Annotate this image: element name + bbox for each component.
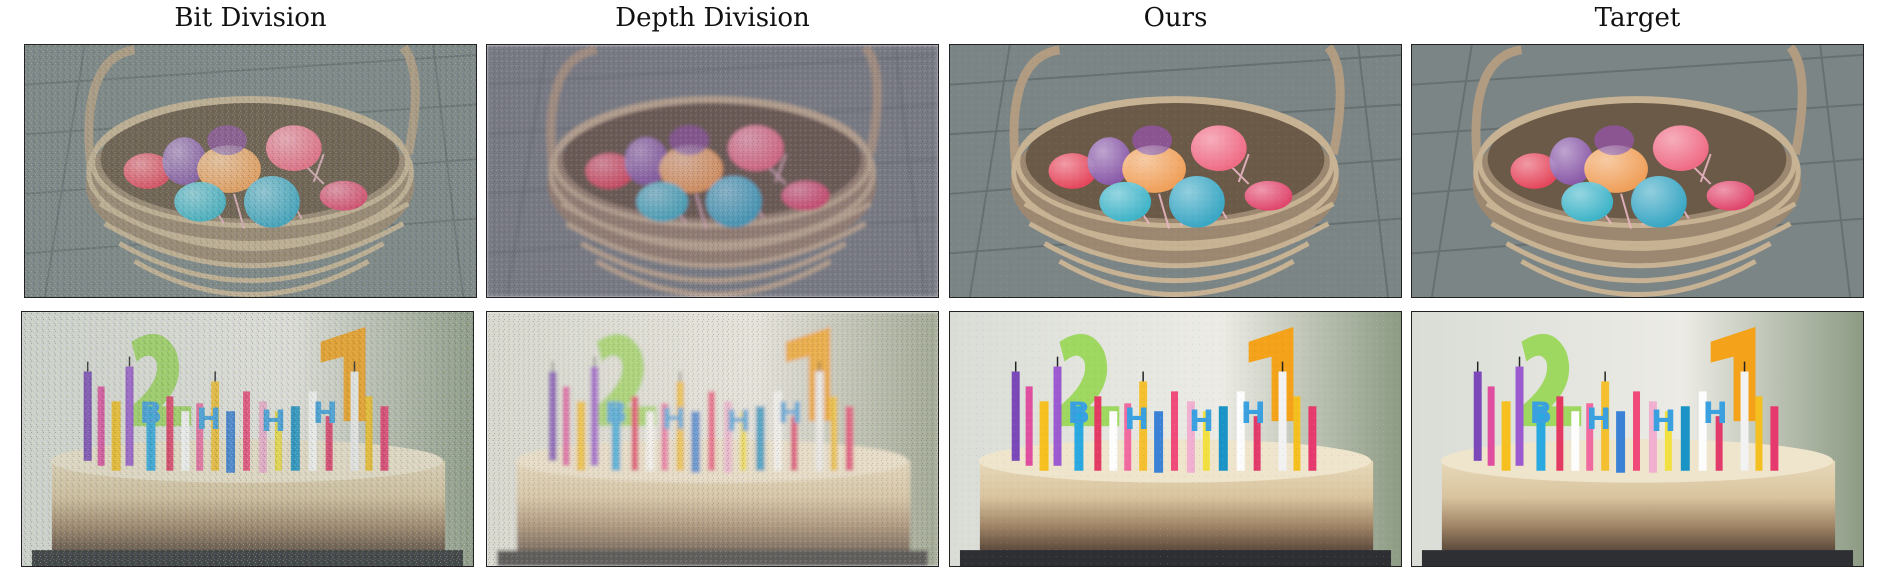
- cake-image-bit: [22, 312, 473, 566]
- basket-image-ours: [950, 45, 1401, 297]
- basket-panel-target: [1411, 44, 1864, 298]
- column-title-bit-division: Bit Division: [174, 3, 327, 33]
- column-title-depth-division: Depth Division: [615, 3, 810, 33]
- basket-panel-depth-division: [486, 44, 939, 298]
- cake-panel-ours: [949, 311, 1402, 567]
- cake-image-depth: [487, 312, 938, 566]
- cake-panel-depth-division: [486, 311, 939, 567]
- cake-image-ours: [950, 312, 1401, 566]
- basket-image-target: [1412, 45, 1863, 297]
- cake-image-target: [1412, 312, 1863, 566]
- cake-panel-target: [1411, 311, 1864, 567]
- basket-panel-ours: [949, 44, 1402, 298]
- basket-panel-bit-division: [24, 44, 477, 298]
- basket-image-depth: [487, 45, 938, 297]
- basket-image-bit: [25, 45, 476, 297]
- column-title-target: Target: [1594, 3, 1681, 33]
- cake-panel-bit-division: [21, 311, 474, 567]
- column-title-ours: Ours: [1143, 3, 1208, 33]
